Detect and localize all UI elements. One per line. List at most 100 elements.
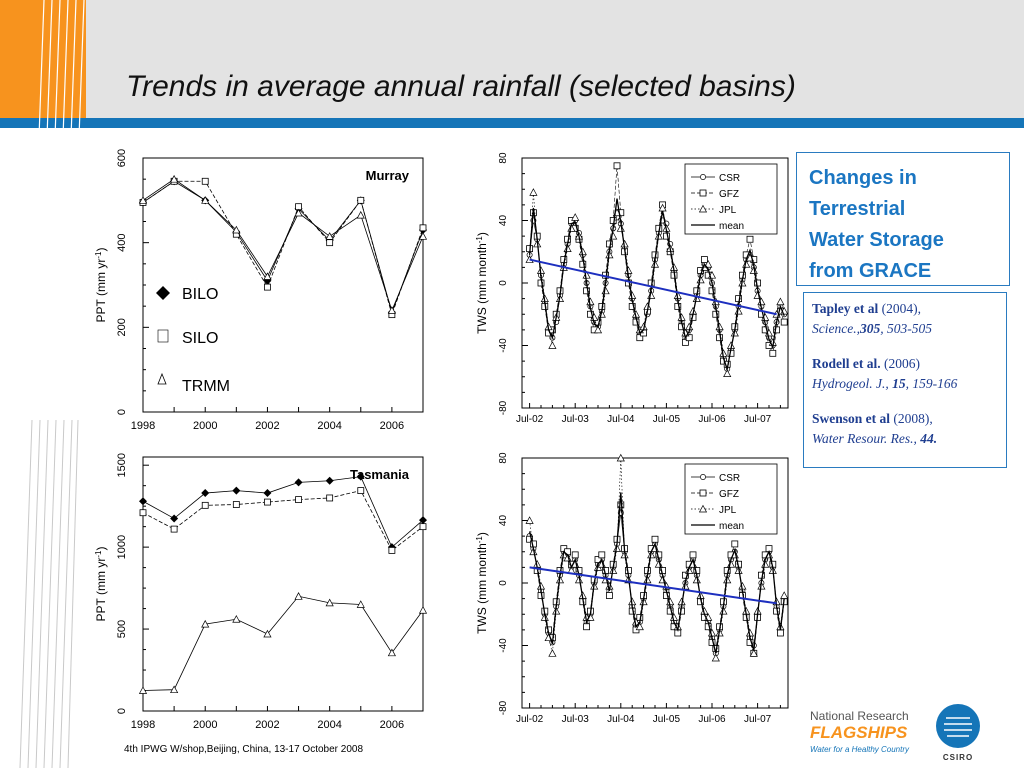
y-axis-label: TWS (mm month-1) [475,232,489,334]
data-point [780,591,789,599]
data-point [753,291,762,299]
y-axis-label: PPT (mm yr-1) [94,248,108,323]
series-bilo [139,472,427,552]
legend-label: GFZ [719,489,739,500]
ref-journal: Science., [812,321,860,336]
x-tick-label: Jul-07 [744,714,772,725]
data-point [326,494,334,502]
data-point [325,476,334,485]
x-tick-label: 2002 [255,719,279,731]
grace-line-4: from GRACE [809,260,932,282]
data-point [294,592,303,600]
data-point [201,196,210,204]
legend-label: CSR [719,173,740,184]
logo-line-3: Water for a Healthy Country [810,745,910,754]
ref-year: (2004), [878,301,922,316]
data-point [593,325,603,334]
tws-tasmania-chart: -80 -40 0 40 80 Jul-02 Jul-03 Jul-04 Jul-05 Jul-0… [475,440,795,740]
data-point [418,232,428,240]
legend-marker [700,174,706,180]
data-point [587,310,594,318]
data-point [232,486,241,495]
data-point [583,287,590,295]
series-mean [528,492,785,654]
legend-marker [699,189,707,197]
plot-frame [142,157,424,413]
data-point [387,306,396,314]
accent-bar [0,118,1024,128]
data-point [232,225,241,234]
y-tick-label: 0 [498,580,509,586]
data-point [773,326,781,334]
data-point [419,523,427,531]
tws-murray-chart: -80 -40 0 40 80 Jul-02 Jul-03 Jul-04 Jul-05 Jul-0… [475,140,795,440]
ref-year: (2008), [890,411,933,426]
grace-line-2: Terrestrial [809,198,906,220]
data-point [609,217,617,224]
data-point [571,551,579,559]
y-tick-label: -80 [498,400,509,415]
legend-marker [698,204,708,213]
legend-label: JPL [719,505,737,516]
data-point [746,235,754,243]
y-axis-label: TWS (mm month-1) [475,532,489,634]
x-tick-label: 2002 [255,420,279,432]
legend-label: CSR [719,473,740,484]
data-point [356,472,365,481]
data-point [326,239,334,247]
y-tick-label: 80 [498,152,509,164]
x-tick-label: Jul-06 [698,414,726,425]
data-point [749,266,758,274]
x-tick-label: Jul-03 [562,714,590,725]
data-point [548,341,557,349]
y-tick-label: 500 [116,620,128,638]
data-point [708,287,716,295]
data-point [357,196,365,204]
y-tick-label: 0 [498,280,509,286]
x-tick-label: 2000 [193,420,217,432]
data-point [138,686,148,694]
data-point [769,349,777,357]
data-point [201,177,209,185]
series-line [142,595,424,691]
legend-label: TRMM [182,378,230,395]
ref-volume: 15 [892,376,906,391]
logo-csiro-text: CSIRO [943,753,973,762]
data-point [598,551,606,559]
x-tick-label: Jul-02 [516,414,544,425]
reference-item: Swenson et al (2008), Water Resour. Res.… [812,409,998,449]
grace-line-1: Changes in [809,167,917,189]
data-point [700,256,708,263]
murray-chart: 0 200 400 600 1998 2000 2002 2004 2006 Murray PPT … [90,140,435,440]
data-point [264,498,271,506]
series-line [529,165,785,365]
data-point [681,571,689,579]
series-line [528,492,785,654]
data-point [681,338,689,346]
y-tick-label: 400 [116,233,128,251]
data-point [628,303,636,310]
x-tick-label: 2004 [317,719,341,731]
data-point [579,260,587,268]
legend-label: mean [719,221,744,232]
x-tick-label: Jul-05 [653,714,681,725]
data-point [658,203,667,212]
data-point [651,535,659,543]
series-trmm [138,592,428,694]
data-point [685,334,693,342]
data-point [325,598,334,607]
chart-title: Murray [366,168,410,183]
data-point [388,547,396,554]
x-tick-label: 1998 [131,719,155,731]
ref-pages: , 503-505 [880,321,932,336]
data-point [419,516,427,525]
series-mean [528,198,785,372]
csiro-flagships-logo: National Research FLAGSHIPS Water for a … [810,704,980,762]
y-tick-label: 40 [498,215,509,227]
data-point [263,272,272,280]
data-point [418,605,428,614]
legend-label: SILO [182,330,218,347]
x-tick-label: Jul-04 [607,714,635,725]
legend-label: BILO [182,286,218,303]
data-point [612,544,622,552]
